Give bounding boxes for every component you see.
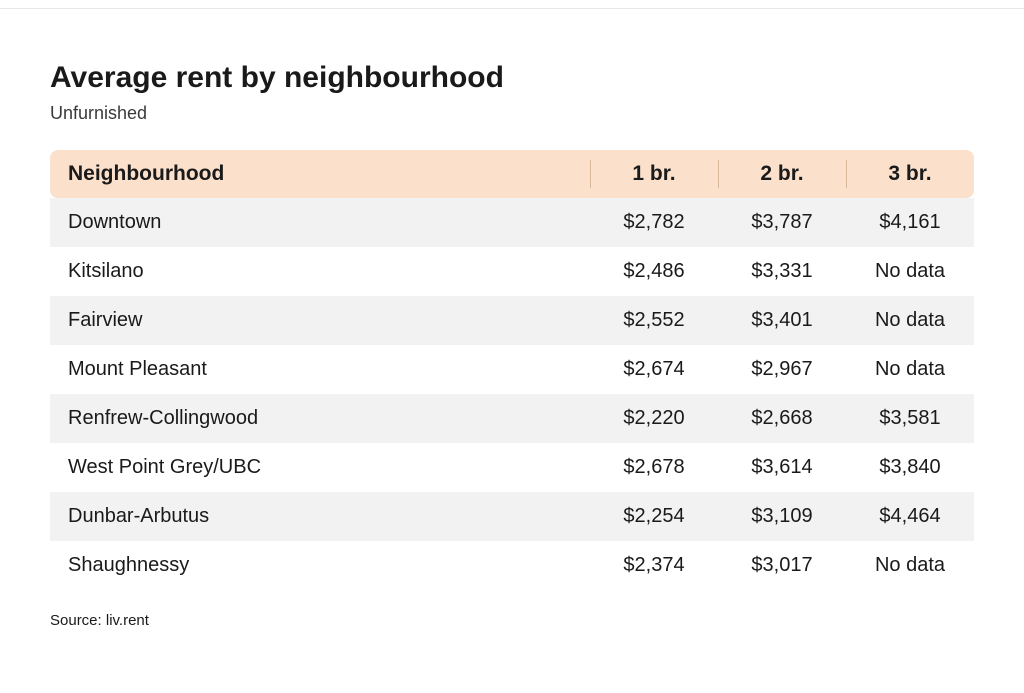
cell-1br: $2,220 xyxy=(590,394,718,443)
cell-name: Renfrew-Collingwood xyxy=(50,394,590,443)
page-title: Average rent by neighbourhood xyxy=(50,61,974,95)
table-row: Shaughnessy $2,374 $3,017 No data xyxy=(50,541,974,590)
cell-3br: No data xyxy=(846,541,974,590)
cell-2br: $3,787 xyxy=(718,198,846,247)
table-row: Kitsilano $2,486 $3,331 No data xyxy=(50,247,974,296)
cell-2br: $3,401 xyxy=(718,296,846,345)
cell-3br: No data xyxy=(846,345,974,394)
cell-3br: $4,161 xyxy=(846,198,974,247)
cell-name: Mount Pleasant xyxy=(50,345,590,394)
col-1br: 1 br. xyxy=(590,150,718,198)
table-body: Downtown $2,782 $3,787 $4,161 Kitsilano … xyxy=(50,198,974,590)
cell-3br: $3,840 xyxy=(846,443,974,492)
table-row: Downtown $2,782 $3,787 $4,161 xyxy=(50,198,974,247)
cell-3br: No data xyxy=(846,247,974,296)
cell-1br: $2,374 xyxy=(590,541,718,590)
table-row: Dunbar-Arbutus $2,254 $3,109 $4,464 xyxy=(50,492,974,541)
table-row: Mount Pleasant $2,674 $2,967 No data xyxy=(50,345,974,394)
cell-name: West Point Grey/UBC xyxy=(50,443,590,492)
cell-1br: $2,486 xyxy=(590,247,718,296)
cell-1br: $2,552 xyxy=(590,296,718,345)
cell-2br: $3,109 xyxy=(718,492,846,541)
table-row: Renfrew-Collingwood $2,220 $2,668 $3,581 xyxy=(50,394,974,443)
cell-name: Shaughnessy xyxy=(50,541,590,590)
cell-1br: $2,678 xyxy=(590,443,718,492)
table-header-row: Neighbourhood 1 br. 2 br. 3 br. xyxy=(50,150,974,198)
cell-name: Fairview xyxy=(50,296,590,345)
cell-2br: $3,017 xyxy=(718,541,846,590)
cell-2br: $3,614 xyxy=(718,443,846,492)
rent-table: Neighbourhood 1 br. 2 br. 3 br. Downtown… xyxy=(50,150,974,590)
table-row: Fairview $2,552 $3,401 No data xyxy=(50,296,974,345)
col-3br: 3 br. xyxy=(846,150,974,198)
cell-name: Kitsilano xyxy=(50,247,590,296)
page-subtitle: Unfurnished xyxy=(50,103,974,124)
col-2br: 2 br. xyxy=(718,150,846,198)
cell-1br: $2,674 xyxy=(590,345,718,394)
cell-2br: $2,967 xyxy=(718,345,846,394)
cell-3br: $3,581 xyxy=(846,394,974,443)
table-row: West Point Grey/UBC $2,678 $3,614 $3,840 xyxy=(50,443,974,492)
cell-3br: $4,464 xyxy=(846,492,974,541)
cell-name: Downtown xyxy=(50,198,590,247)
cell-2br: $2,668 xyxy=(718,394,846,443)
rent-table-card: Average rent by neighbourhood Unfurnishe… xyxy=(0,8,1024,659)
cell-1br: $2,254 xyxy=(590,492,718,541)
col-neighbourhood: Neighbourhood xyxy=(50,150,590,198)
cell-1br: $2,782 xyxy=(590,198,718,247)
cell-name: Dunbar-Arbutus xyxy=(50,492,590,541)
source-label: Source: liv.rent xyxy=(50,612,974,629)
cell-2br: $3,331 xyxy=(718,247,846,296)
cell-3br: No data xyxy=(846,296,974,345)
